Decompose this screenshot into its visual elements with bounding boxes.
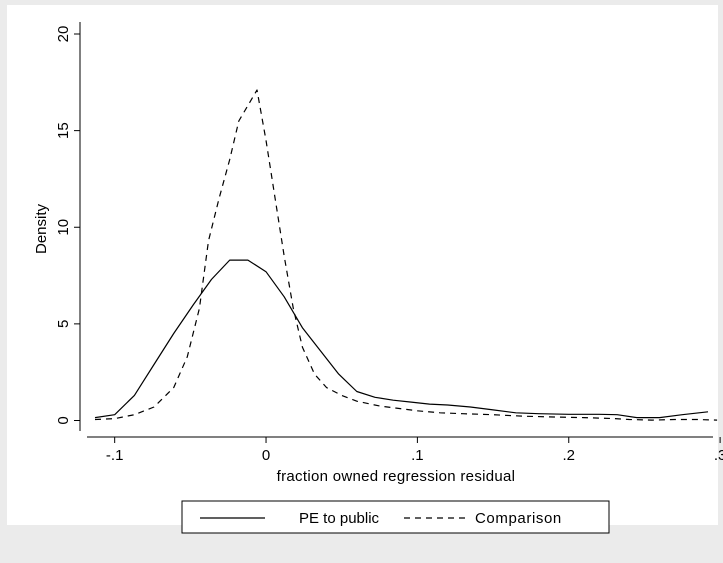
y-tick-label: 10: [55, 219, 72, 236]
y-axis-title: Density: [33, 203, 50, 254]
series-line-comparison: [94, 89, 718, 421]
y-tick-label: 20: [55, 26, 72, 43]
legend-label-comparison: Comparison: [475, 510, 562, 527]
y-axis-ticks: 0 5 10 15 20: [55, 26, 80, 425]
y-tick-label: 0: [55, 416, 72, 424]
series-lines: [94, 89, 718, 421]
y-tick-label: 5: [55, 320, 72, 328]
x-tick-label: .1: [411, 447, 424, 464]
legend-label-pe-to-public: PE to public: [299, 510, 380, 527]
series-line-pe-to-public: [94, 259, 709, 419]
legend: PE to public Comparison: [181, 500, 610, 534]
y-tick-label: 15: [55, 122, 72, 139]
legend-box: [181, 500, 610, 534]
x-axis-ticks: -.1 0 .1 .2 .3: [106, 437, 723, 464]
x-tick-label: .3: [714, 447, 723, 464]
x-axis-title: fraction owned regression residual: [277, 468, 516, 485]
plot-region: [7, 5, 718, 525]
x-tick-label: 0: [262, 447, 270, 464]
x-tick-label: .2: [562, 447, 575, 464]
x-tick-label: -.1: [106, 447, 124, 464]
